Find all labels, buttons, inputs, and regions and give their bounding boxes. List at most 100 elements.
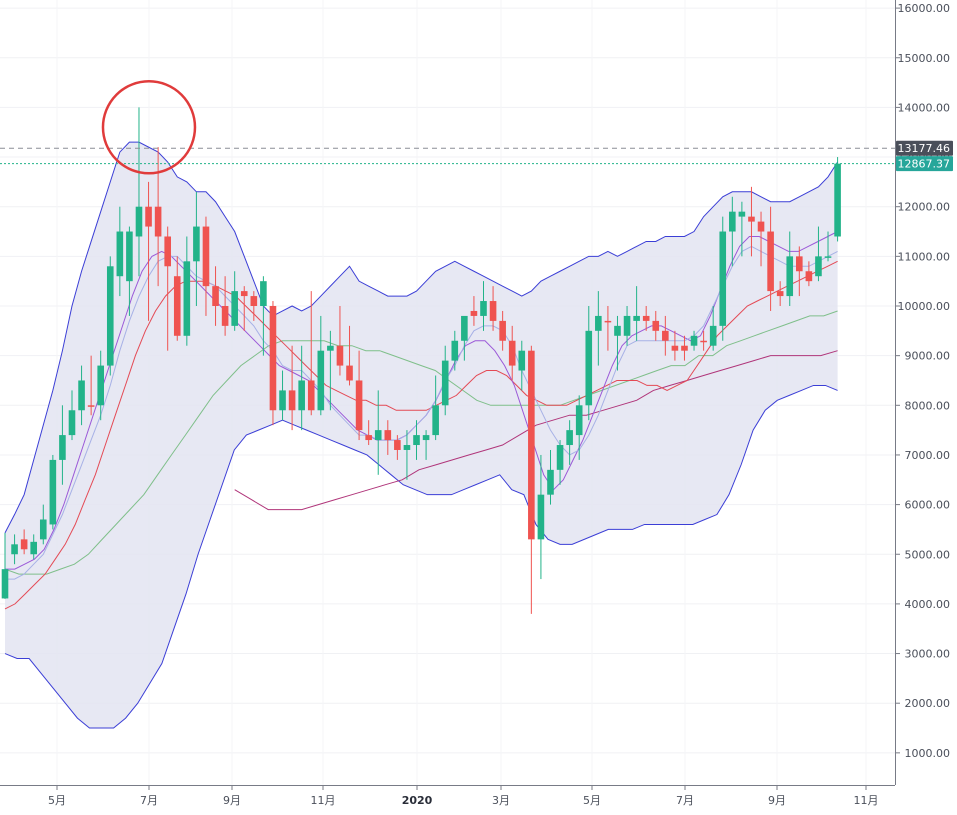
x-tick-label: 9月 xyxy=(768,794,786,807)
candle-body xyxy=(614,325,621,336)
candle-body xyxy=(786,256,794,297)
candle-body xyxy=(671,345,679,351)
x-tick-label: 5月 xyxy=(48,794,66,807)
candle-body xyxy=(633,315,640,321)
candle-body xyxy=(20,539,28,550)
y-tick-label: 2000.00 xyxy=(905,697,951,710)
y-tick-label: 11000.00 xyxy=(898,250,951,263)
candle-body xyxy=(49,459,57,525)
candle-body xyxy=(738,211,746,217)
moving-averages xyxy=(4,231,838,610)
candle-body xyxy=(154,206,162,237)
candle-body xyxy=(279,390,286,411)
candle-body xyxy=(729,211,736,232)
candle-body xyxy=(231,291,238,326)
y-tick-label: 1000.00 xyxy=(905,747,951,760)
candle-body xyxy=(815,256,822,277)
candle-body xyxy=(499,320,506,341)
candle-body xyxy=(690,335,698,346)
candle-body xyxy=(700,340,707,343)
candle-body xyxy=(183,261,191,336)
candle-body xyxy=(394,440,401,450)
candle-body xyxy=(776,291,784,297)
candle-body xyxy=(441,360,449,406)
candle-body xyxy=(480,301,487,316)
candle-body xyxy=(39,519,47,540)
candle-body xyxy=(221,306,229,326)
candle-body xyxy=(307,380,315,411)
y-tick-label: 16000.00 xyxy=(898,2,951,15)
y-tick-label: 4000.00 xyxy=(905,598,951,611)
x-tick-label: 2020 xyxy=(402,794,433,807)
y-tick-label: 12000.00 xyxy=(898,201,951,214)
y-tick-label: 14000.00 xyxy=(898,101,951,114)
candle-body xyxy=(202,226,210,287)
candle-body xyxy=(681,345,688,351)
reference-price-badge-text: 13177.46 xyxy=(898,142,951,155)
y-tick-label: 6000.00 xyxy=(905,499,951,512)
candle-body xyxy=(585,330,593,406)
ma-green-line xyxy=(4,310,838,575)
band-upper-line xyxy=(4,141,839,534)
candle-body xyxy=(834,163,841,237)
candle-body xyxy=(757,221,765,232)
candle-body xyxy=(403,445,411,450)
candle-body xyxy=(623,315,631,336)
candle-body xyxy=(575,405,583,436)
candle-body xyxy=(470,310,478,316)
x-tick-label: 7月 xyxy=(676,794,694,807)
candle-body xyxy=(556,445,564,470)
candle-body xyxy=(508,340,516,366)
y-axis[interactable]: 1000.00 2000.00 3000.00 4000.00 5000.00 6000.… xyxy=(895,2,950,760)
reference-price-badge xyxy=(896,140,953,156)
candle-body xyxy=(767,231,774,292)
candle-body xyxy=(374,430,382,441)
x-axis[interactable]: 5月 7月 9月 11月 2020 3月 5月 7月 9月 11月 xyxy=(48,785,879,807)
y-tick-label: 7000.00 xyxy=(905,449,951,462)
candle-body xyxy=(566,430,573,446)
candle-body xyxy=(317,350,325,411)
y-tick-label: 5000.00 xyxy=(905,548,951,561)
candle-body xyxy=(346,365,353,381)
x-tick-label: 11月 xyxy=(854,794,879,807)
x-tick-label: 7月 xyxy=(140,794,158,807)
candle-body xyxy=(355,380,363,431)
candle-body xyxy=(11,544,18,555)
candle-body xyxy=(193,226,200,262)
candle-body xyxy=(97,365,104,406)
annotation-circle xyxy=(101,80,197,175)
candle-body xyxy=(384,430,392,441)
candles xyxy=(1,107,841,614)
candle-body xyxy=(518,350,526,371)
candle-body xyxy=(1,569,9,599)
candle-body xyxy=(250,296,258,306)
candle-body xyxy=(652,320,660,331)
candle-body xyxy=(240,291,248,297)
y-tick-label: 10000.00 xyxy=(898,300,951,313)
reference-lines xyxy=(0,147,895,165)
x-tick-label: 11月 xyxy=(311,794,336,807)
candle-body xyxy=(413,435,420,446)
ma-long-line xyxy=(234,350,838,511)
candle-body xyxy=(796,256,803,272)
candle-body xyxy=(595,315,602,331)
candle-body xyxy=(451,340,459,361)
candle-body xyxy=(327,345,334,351)
candle-body xyxy=(87,405,95,407)
candle-body xyxy=(298,380,305,411)
x-tick-label: 9月 xyxy=(223,794,241,807)
candle-body xyxy=(748,216,755,222)
candle-body xyxy=(422,435,430,441)
candle-body xyxy=(126,231,133,282)
candle-body xyxy=(461,315,468,341)
candle-body xyxy=(709,325,717,346)
ma-red-line xyxy=(4,260,838,610)
candle-body xyxy=(59,435,66,460)
candle-body xyxy=(824,256,832,258)
candle-body xyxy=(288,390,296,411)
last-price-badge-text: 12867.37 xyxy=(898,158,951,171)
x-tick-label: 5月 xyxy=(583,794,601,807)
candle-body xyxy=(719,231,727,326)
candle-body xyxy=(604,320,612,323)
